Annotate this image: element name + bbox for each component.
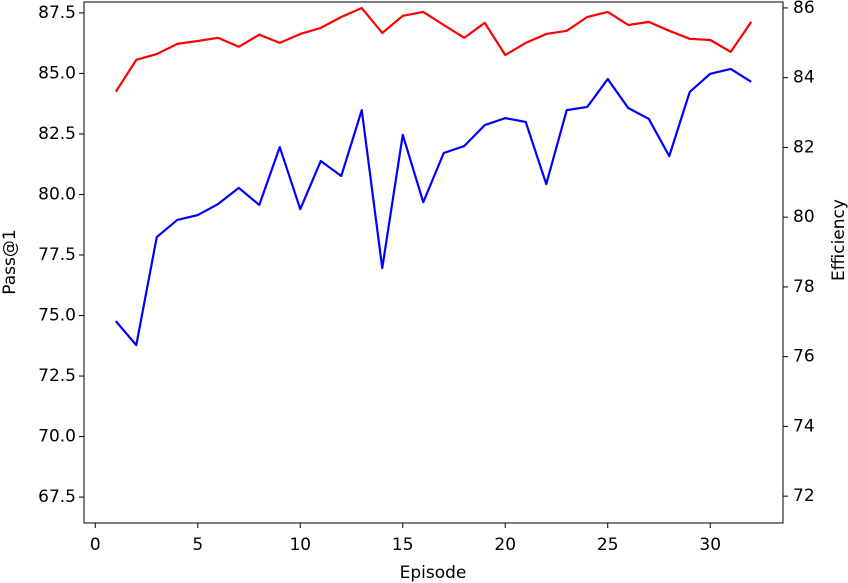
y2-tick-label: 72 — [793, 486, 815, 506]
y-tick-label: 80.0 — [38, 184, 76, 204]
series-line — [114, 6, 753, 93]
plot-frame — [83, 1, 784, 524]
y2-tick-label: 78 — [793, 277, 815, 297]
y2-tick-label: 74 — [793, 416, 815, 436]
y2-axis-label: Efficiency — [829, 199, 848, 281]
y-tick-label: 75.0 — [38, 306, 76, 326]
y2-tick-label: 82 — [793, 137, 815, 157]
x-tick-label: 10 — [289, 535, 311, 555]
x-tick-label: 5 — [192, 535, 203, 555]
y-tick-label: 87.5 — [38, 3, 76, 23]
y-tick-label: 77.5 — [38, 245, 76, 265]
x-tick-label: 20 — [494, 535, 516, 555]
y-tick-label: 72.5 — [38, 366, 76, 386]
x-tick-label: 30 — [699, 535, 721, 555]
y-tick-label: 85.0 — [38, 63, 76, 83]
y-tick-label: 82.5 — [38, 124, 76, 144]
x-axis-label: Episode — [400, 563, 467, 583]
x-tick-label: 25 — [597, 535, 619, 555]
y2-tick-label: 80 — [793, 207, 815, 227]
y-tick-label: 67.5 — [38, 487, 76, 507]
x-tick-label: 15 — [392, 535, 414, 555]
y2-tick-label: 76 — [793, 347, 815, 367]
y-tick-label: 70.0 — [38, 427, 76, 447]
series-line — [114, 67, 752, 347]
y-axis-label: Pass@1 — [0, 229, 20, 294]
y2-tick-label: 84 — [793, 68, 815, 88]
y2-tick-label: 86 — [793, 0, 815, 18]
x-tick-label: 0 — [90, 535, 101, 555]
